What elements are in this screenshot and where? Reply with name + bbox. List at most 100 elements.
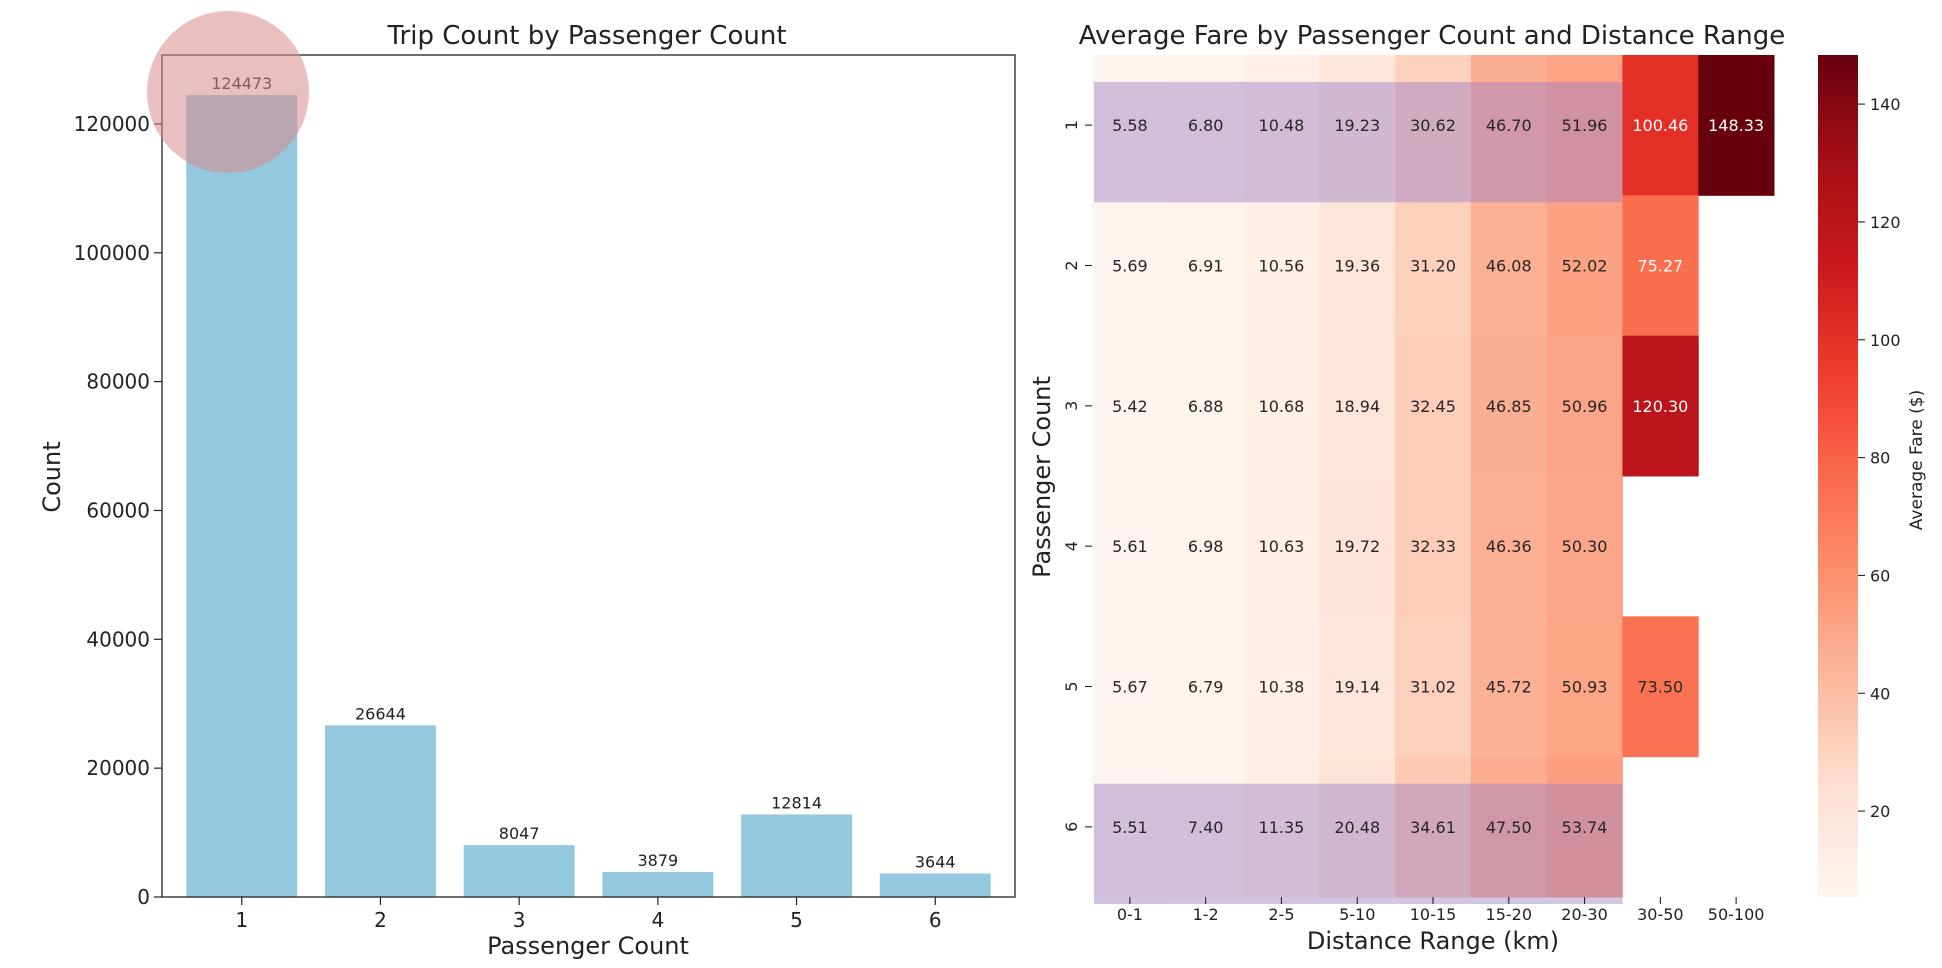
row-highlight	[1094, 82, 1623, 203]
heatmap-cell	[1092, 335, 1169, 477]
heatmap-x-axis-label: Distance Range (km)	[1307, 927, 1559, 955]
heatmap-y-tick-label: 1	[1062, 120, 1081, 130]
heatmap-cell	[1167, 756, 1245, 898]
bar-data-label: 12814	[771, 793, 822, 812]
heatmap-cell-label: 10.38	[1259, 678, 1305, 697]
bar-x-tick-label: 3	[513, 908, 526, 932]
bar-y-tick-label: 40000	[86, 627, 150, 651]
heatmap-cell	[1092, 195, 1169, 337]
heatmap-cell-label: 50.96	[1562, 397, 1608, 416]
heatmap-cell-label: 6.91	[1188, 257, 1224, 276]
heatmap-cell-label: 100.46	[1632, 116, 1688, 135]
heatmap-cell	[1167, 616, 1245, 758]
bar	[186, 95, 298, 898]
bar-chart-title: Trip Count by Passenger Count	[386, 21, 786, 51]
heatmap-cell-label: 32.33	[1410, 537, 1456, 556]
heatmap-cell-label: 148.33	[1708, 116, 1764, 135]
heatmap-cell-label: 52.02	[1562, 257, 1608, 276]
heatmap-cell	[1319, 55, 1396, 196]
heatmap-cell	[1243, 616, 1320, 758]
bar-plot-frame	[161, 54, 1016, 898]
heatmap-x-tick-label: 10-15	[1410, 905, 1457, 924]
colorbar-tick-label: 20	[1870, 802, 1890, 821]
bar-y-tick-label: 100000	[74, 241, 150, 265]
heatmap-cell-label: 46.85	[1486, 397, 1532, 416]
bar	[324, 725, 436, 897]
heatmap-cell	[1470, 476, 1548, 617]
heatmap-cells	[1092, 55, 1775, 898]
heatmap-cell-label: 30.62	[1410, 116, 1456, 135]
heatmap-cell	[1395, 55, 1472, 196]
bar	[602, 872, 714, 897]
bar-y-axis-label: Count	[38, 441, 66, 512]
heatmap-x-tick-label: 2-5	[1268, 905, 1294, 924]
heatmap-cell	[1243, 195, 1320, 337]
heatmap-cell-label: 5.58	[1112, 116, 1148, 135]
heatmap-x-tick-label: 0-1	[1117, 905, 1143, 924]
colorbar-tick-label: 80	[1870, 449, 1890, 468]
heatmap-cell	[1546, 55, 1623, 196]
bar-y-axis: 0 20000 40000 60000 80000 100000 120000	[74, 112, 162, 909]
bar-x-axis: 1 2 3 4 5 6	[235, 897, 942, 932]
heatmap-cell-label: 46.08	[1486, 257, 1532, 276]
heatmap-cell	[1622, 55, 1699, 196]
heatmap-y-axis-label: Passenger Count	[1028, 376, 1056, 578]
heatmap-cell-label: 10.48	[1259, 116, 1305, 135]
bar-data-label: 3644	[915, 853, 956, 872]
heatmap-cell	[1243, 55, 1320, 196]
heatmap-cell-label: 50.93	[1562, 678, 1608, 697]
heatmap-cell	[1470, 195, 1548, 337]
heatmap-cell	[1167, 55, 1245, 196]
heatmap-cell-label: 18.94	[1334, 397, 1380, 416]
bar-series: 1244732664480473879128143644	[186, 74, 991, 898]
heatmap-cell-label: 19.36	[1334, 257, 1380, 276]
bar-y-tick-label: 60000	[86, 498, 150, 522]
heatmap-y-tick-label: 3	[1062, 401, 1081, 411]
heatmap-cell	[1092, 55, 1169, 196]
heatmap-cell-label: 47.50	[1486, 818, 1532, 837]
heatmap-cell-label: 7.40	[1188, 818, 1224, 837]
heatmap-cell-label: 31.20	[1410, 257, 1456, 276]
heatmap-cell	[1167, 195, 1245, 337]
colorbar: 20 40 60 80 100 120 140 Average Fare ($)	[1818, 55, 1927, 897]
colorbar-tick-label: 40	[1870, 684, 1890, 703]
heatmap-x-tick-label: 50-100	[1708, 905, 1765, 924]
heatmap-cell	[1395, 476, 1472, 617]
heatmap-x-tick-label: 5-10	[1339, 905, 1375, 924]
colorbar-tick-label: 140	[1870, 95, 1901, 114]
heatmap-cell	[1319, 476, 1396, 617]
heatmap-cell-label: 5.69	[1112, 257, 1148, 276]
bar	[463, 845, 575, 897]
bar	[879, 873, 991, 897]
bar-data-label: 26644	[355, 704, 406, 723]
heatmap-chart: Average Fare by Passenger Count and Dist…	[1028, 21, 1785, 955]
heatmap-cell	[1319, 195, 1396, 337]
bar-x-tick-label: 1	[235, 908, 248, 932]
highlight-circle	[147, 11, 309, 173]
heatmap-cell	[1546, 476, 1623, 617]
heatmap-cell-label: 6.79	[1188, 678, 1224, 697]
bar-x-tick-label: 4	[651, 908, 664, 932]
heatmap-cell-label: 10.68	[1259, 397, 1305, 416]
heatmap-y-tick-label: 4	[1062, 541, 1081, 551]
heatmap-cell	[1470, 616, 1548, 758]
heatmap-cell	[1319, 756, 1396, 898]
heatmap-cell-label: 19.72	[1334, 537, 1380, 556]
bar-y-tick-label: 20000	[86, 756, 150, 780]
colorbar-gradient	[1818, 55, 1858, 897]
heatmap-cell	[1243, 335, 1320, 477]
heatmap-cell-label: 51.96	[1562, 116, 1608, 135]
heatmap-cell-label: 31.02	[1410, 678, 1456, 697]
bar-data-label: 3879	[637, 851, 678, 870]
heatmap-cell-label: 20.48	[1334, 818, 1380, 837]
heatmap-cell	[1622, 195, 1699, 337]
heatmap-cell	[1698, 55, 1775, 196]
bar-data-label: 8047	[499, 824, 540, 843]
heatmap-cell-label: 73.50	[1637, 678, 1683, 697]
heatmap-cell	[1167, 335, 1245, 477]
bar-y-tick-label: 80000	[86, 370, 150, 394]
heatmap-cell	[1092, 616, 1169, 758]
heatmap-y-tick-label: 6	[1062, 822, 1081, 832]
row-highlight	[1094, 783, 1623, 904]
